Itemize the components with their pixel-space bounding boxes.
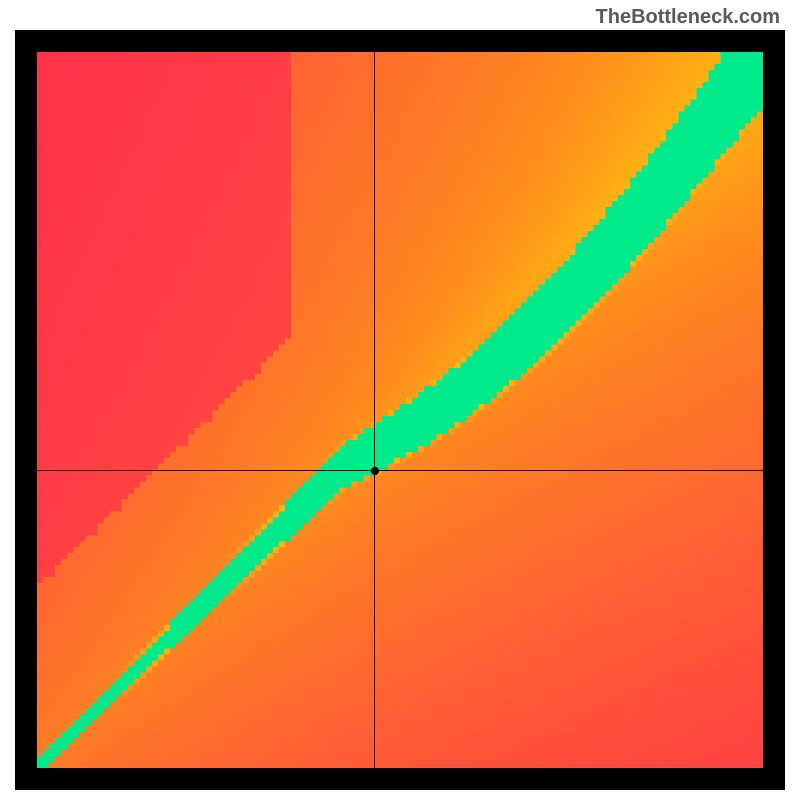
crosshair-marker bbox=[371, 467, 379, 475]
chart-container: TheBottleneck.com bbox=[0, 0, 800, 800]
crosshair-horizontal bbox=[37, 470, 763, 471]
plot-frame bbox=[15, 30, 785, 790]
heatmap-canvas bbox=[37, 52, 763, 768]
crosshair-vertical bbox=[374, 52, 375, 768]
watermark-text: TheBottleneck.com bbox=[596, 6, 780, 29]
